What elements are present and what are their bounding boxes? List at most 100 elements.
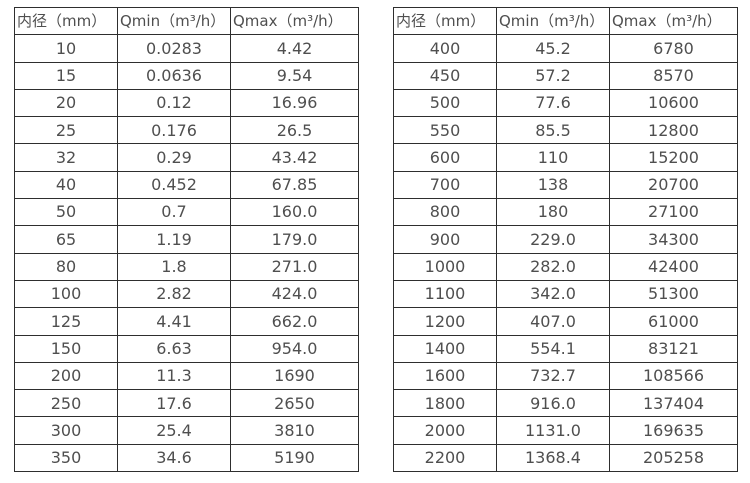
- table-cell: 1200: [393, 307, 497, 336]
- table-cell: 1600: [393, 361, 497, 391]
- table-cell: 1.8: [117, 252, 231, 281]
- table-header-row: 内径（mm） Qmin（m³/h） Qmax（m³/h）: [393, 6, 738, 36]
- table-cell: 6780: [609, 34, 738, 63]
- small-diameter-flow-table: 内径（mm） Qmin（m³/h） Qmax（m³/h） 10 0.0283 4.4…: [14, 6, 359, 473]
- table-cell: 424.0: [230, 279, 359, 309]
- table-cell: 0.0283: [117, 34, 231, 63]
- table-row: 80 1.8 271.0: [14, 252, 359, 281]
- table-cell: 108566: [609, 361, 738, 391]
- table-cell: 15: [14, 61, 118, 90]
- table-body: 400 45.2 6780 450 57.2 8570 500 77.6 10600 550 85.…: [393, 34, 738, 473]
- table-cell: 169635: [609, 416, 738, 445]
- table-cell: 11.3: [117, 361, 231, 391]
- table-cell: 229.0: [496, 225, 610, 254]
- table-cell: 110: [496, 143, 610, 172]
- header-cell-qmax: Qmax（m³/h）: [230, 6, 359, 36]
- table-row: 40 0.452 67.85: [14, 170, 359, 200]
- table-row: 15 0.0636 9.54: [14, 61, 359, 90]
- table-cell: 26.5: [230, 116, 359, 145]
- header-cell-qmax: Qmax（m³/h）: [609, 6, 738, 36]
- table-cell: 27100: [609, 198, 738, 227]
- table-cell: 1131.0: [496, 416, 610, 445]
- table-cell: 43.42: [230, 143, 359, 172]
- table-row: 20 0.12 16.96: [14, 88, 359, 118]
- table-row: 450 57.2 8570: [393, 61, 738, 90]
- table-cell: 16.96: [230, 88, 359, 118]
- table-cell: 0.12: [117, 88, 231, 118]
- table-cell: 400: [393, 34, 497, 63]
- table-cell: 954.0: [230, 334, 359, 363]
- table-row: 10 0.0283 4.42: [14, 34, 359, 63]
- table-cell: 700: [393, 170, 497, 200]
- table-row: 125 4.41 662.0: [14, 307, 359, 336]
- table-cell: 61000: [609, 307, 738, 336]
- table-cell: 83121: [609, 334, 738, 363]
- table-cell: 17.6: [117, 389, 231, 418]
- table-cell: 150: [14, 334, 118, 363]
- table-cell: 205258: [609, 443, 738, 473]
- table-cell: 916.0: [496, 389, 610, 418]
- table-cell: 200: [14, 361, 118, 391]
- table-row: 800 180 27100: [393, 198, 738, 227]
- table-cell: 138: [496, 170, 610, 200]
- table-cell: 1000: [393, 252, 497, 281]
- table-row: 700 138 20700: [393, 170, 738, 200]
- table-header-row: 内径（mm） Qmin（m³/h） Qmax（m³/h）: [14, 6, 359, 36]
- header-cell-qmin: Qmin（m³/h）: [496, 6, 610, 36]
- table-cell: 2650: [230, 389, 359, 418]
- table-cell: 65: [14, 225, 118, 254]
- table-cell: 100: [14, 279, 118, 309]
- table-cell: 500: [393, 88, 497, 118]
- table-cell: 3810: [230, 416, 359, 445]
- table-row: 400 45.2 6780: [393, 34, 738, 63]
- table-cell: 271.0: [230, 252, 359, 281]
- table-row: 50 0.7 160.0: [14, 198, 359, 227]
- table-cell: 0.29: [117, 143, 231, 172]
- table-row: 600 110 15200: [393, 143, 738, 172]
- table-cell: 1690: [230, 361, 359, 391]
- table-cell: 10600: [609, 88, 738, 118]
- table-cell: 600: [393, 143, 497, 172]
- table-cell: 12800: [609, 116, 738, 145]
- table-cell: 51300: [609, 279, 738, 309]
- table-cell: 5190: [230, 443, 359, 473]
- table-cell: 77.6: [496, 88, 610, 118]
- large-diameter-flow-table: 内径（mm） Qmin（m³/h） Qmax（m³/h） 400 45.2 6780…: [393, 6, 738, 473]
- table-cell: 8570: [609, 61, 738, 90]
- flow-spec-tables: 内径（mm） Qmin（m³/h） Qmax（m³/h） 10 0.0283 4.4…: [14, 6, 738, 473]
- table-cell: 67.85: [230, 170, 359, 200]
- table-cell: 1400: [393, 334, 497, 363]
- header-cell-qmin: Qmin（m³/h）: [117, 6, 231, 36]
- table-row: 1800 916.0 137404: [393, 389, 738, 418]
- table-cell: 4.41: [117, 307, 231, 336]
- table-cell: 900: [393, 225, 497, 254]
- table-row: 1200 407.0 61000: [393, 307, 738, 336]
- table-cell: 20700: [609, 170, 738, 200]
- table-cell: 4.42: [230, 34, 359, 63]
- table-row: 65 1.19 179.0: [14, 225, 359, 254]
- table-cell: 9.54: [230, 61, 359, 90]
- table-cell: 554.1: [496, 334, 610, 363]
- table-cell: 32: [14, 143, 118, 172]
- table-cell: 450: [393, 61, 497, 90]
- table-cell: 34.6: [117, 443, 231, 473]
- table-cell: 0.452: [117, 170, 231, 200]
- table-row: 550 85.5 12800: [393, 116, 738, 145]
- table-cell: 34300: [609, 225, 738, 254]
- table-cell: 0.176: [117, 116, 231, 145]
- table-cell: 57.2: [496, 61, 610, 90]
- table-body: 10 0.0283 4.42 15 0.0636 9.54 20 0.12 16.96 25 0.1…: [14, 34, 359, 473]
- table-row: 100 2.82 424.0: [14, 279, 359, 309]
- table-cell: 125: [14, 307, 118, 336]
- header-cell-diameter: 内径（mm）: [393, 6, 497, 36]
- table-cell: 20: [14, 88, 118, 118]
- table-cell: 732.7: [496, 361, 610, 391]
- table-cell: 2000: [393, 416, 497, 445]
- header-cell-diameter: 内径（mm）: [14, 6, 118, 36]
- table-cell: 1368.4: [496, 443, 610, 473]
- table-cell: 300: [14, 416, 118, 445]
- table-cell: 250: [14, 389, 118, 418]
- table-cell: 85.5: [496, 116, 610, 145]
- table-cell: 1.19: [117, 225, 231, 254]
- table-cell: 160.0: [230, 198, 359, 227]
